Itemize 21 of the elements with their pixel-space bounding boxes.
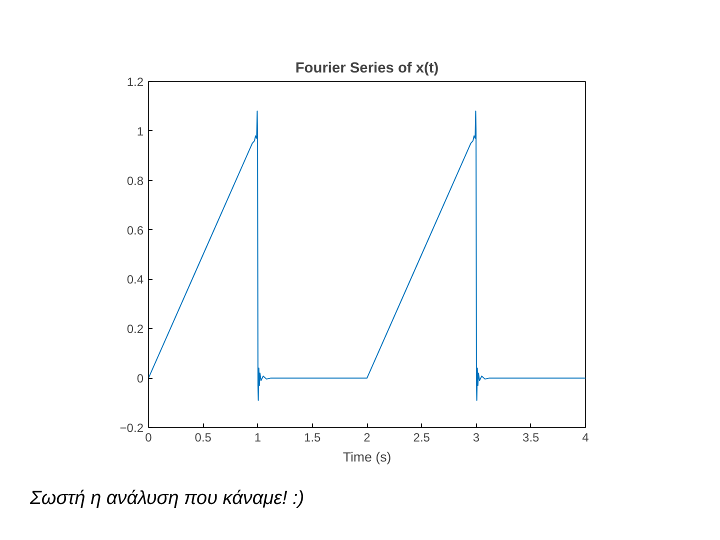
x-tick-label: 1	[254, 430, 262, 444]
x-tick-label: 4	[582, 430, 590, 444]
y-tick-label: 1	[136, 124, 144, 138]
x-tick-label: 0	[145, 430, 152, 444]
x-tick-label: 1.5	[304, 430, 322, 444]
x-axis-title: Time (s)	[342, 450, 392, 464]
y-tick-label: 0.8	[126, 174, 144, 188]
y-tick-label: 0.6	[126, 223, 144, 238]
line-series	[148, 110, 586, 401]
y-tick-label: 0.4	[126, 272, 144, 287]
x-tick-label: 3	[472, 430, 480, 444]
y-tick-label: −0.2	[120, 421, 144, 435]
y-tick-label: 0.2	[126, 322, 144, 336]
text: Σωστή η ανάλυση που κάναμε! :)	[30, 487, 304, 511]
x-tick-label: 0.5	[194, 430, 212, 444]
chart-title: Fourier Series of x(t)	[295, 60, 439, 76]
x-tick-label: 2	[364, 430, 371, 444]
y-tick-label: 0	[136, 372, 144, 386]
y-tick-label: 1.2	[126, 75, 144, 89]
x-tick-label: 3.5	[522, 430, 540, 444]
x-tick-label: 2.5	[413, 430, 430, 444]
